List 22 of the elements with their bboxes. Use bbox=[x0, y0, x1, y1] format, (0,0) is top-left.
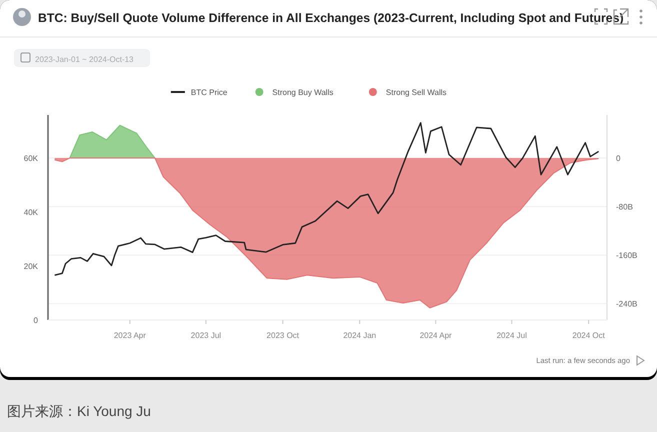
legend-label: Strong Sell Walls bbox=[386, 88, 447, 97]
legend-label: BTC Price bbox=[190, 88, 228, 97]
y2-tick-label: -160B bbox=[616, 251, 638, 260]
y2-tick-label: -240B bbox=[616, 300, 638, 309]
legend-label: Strong Buy Walls bbox=[272, 88, 334, 97]
y-tick-label: 0 bbox=[34, 316, 39, 325]
x-tick-label: 2024 Apr bbox=[420, 331, 452, 340]
x-tick-label: 2024 Jul bbox=[496, 331, 528, 340]
text: 图片来源：Ki Young Ju bbox=[7, 403, 151, 419]
y2-tick-label: 0 bbox=[616, 154, 621, 164]
x-tick-label: 2023 Jul bbox=[190, 331, 222, 340]
chart-title: BTC: Buy/Sell Quote Volume Difference in All Exchanges (2023-Current, Including Spot and Futures) bbox=[38, 11, 624, 25]
y-tick-label: 40K bbox=[24, 208, 39, 218]
line-series bbox=[54, 122, 600, 276]
y2-tick-label: -80B bbox=[616, 202, 633, 212]
x-tick-label: 2024 Oct bbox=[572, 331, 606, 340]
x-tick-label: 2024 Jan bbox=[343, 331, 376, 340]
x-tick-label: 2023 Apr bbox=[114, 331, 146, 340]
x-tick-label: 2023 Oct bbox=[266, 331, 300, 340]
y-tick-label: 20K bbox=[24, 262, 39, 272]
y-tick-label: 60K bbox=[24, 154, 39, 164]
chart-subtitle: 2023-Jan-01 ~ 2024-Oct-13 bbox=[35, 55, 134, 64]
